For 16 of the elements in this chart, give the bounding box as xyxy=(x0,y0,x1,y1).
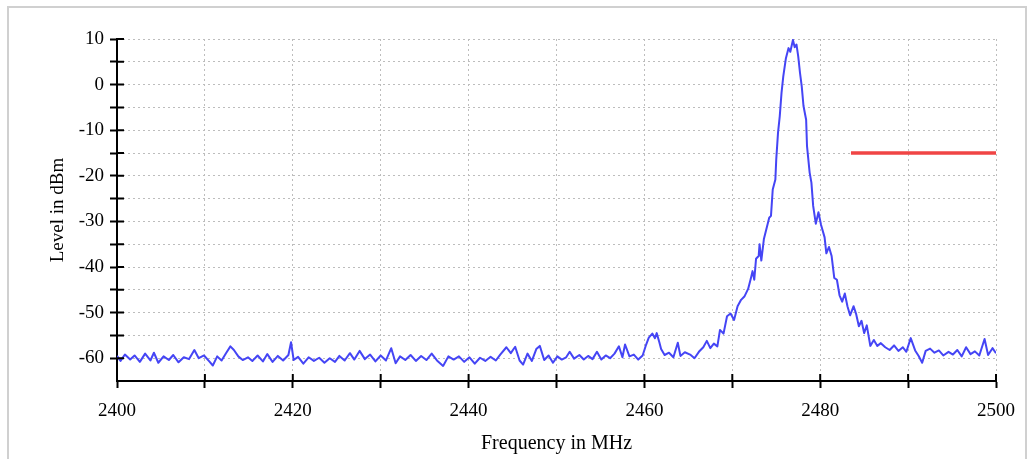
x-tick-label: 2420 xyxy=(273,399,312,421)
x-tick-label: 2440 xyxy=(449,399,488,421)
y-tick-label: -60 xyxy=(78,346,104,368)
y-tick-label: -30 xyxy=(78,209,104,231)
x-axis-title: Frequency in MHz xyxy=(480,431,633,455)
x-tick-label: 2500 xyxy=(977,399,1015,421)
y-tick-label: -20 xyxy=(78,163,104,185)
y-tick-label: 0 xyxy=(94,72,104,94)
y-tick-label: -40 xyxy=(78,254,104,276)
x-tick-label: 2480 xyxy=(801,399,840,421)
x-tick-label: 2400 xyxy=(98,399,136,421)
y-tick-label: 10 xyxy=(85,26,104,48)
y-axis-title: Level in dBm xyxy=(46,157,68,263)
y-tick-label: -10 xyxy=(78,118,104,140)
y-tick-label: -50 xyxy=(78,300,104,322)
x-tick-label: 2460 xyxy=(625,399,664,421)
